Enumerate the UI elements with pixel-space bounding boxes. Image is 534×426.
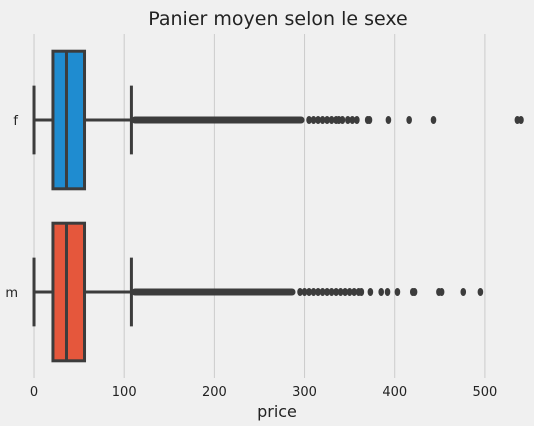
outlier-m-9 bbox=[337, 288, 344, 296]
outlier-f-3 bbox=[319, 116, 326, 124]
y-tick-label-m: m bbox=[5, 286, 18, 301]
x-tick-label-200: 200 bbox=[202, 385, 227, 400]
y-tick-label-f: f bbox=[13, 114, 18, 129]
outlier-m-5 bbox=[319, 288, 326, 296]
box-m bbox=[32, 221, 484, 363]
x-axis-ticks: 0 100 200 300 400 500 bbox=[30, 385, 497, 400]
outlier-f-8 bbox=[339, 116, 346, 124]
outlier-m-7 bbox=[328, 288, 335, 296]
iqr-box-f bbox=[51, 49, 87, 191]
outlier-f-18 bbox=[518, 116, 524, 124]
x-tick-label-100: 100 bbox=[112, 385, 137, 400]
outlier-m-24 bbox=[477, 288, 484, 296]
outlier-f-10 bbox=[349, 116, 356, 124]
outlier-m-6 bbox=[324, 288, 330, 296]
outlier-m-18 bbox=[394, 288, 401, 296]
outlier-f-16 bbox=[430, 116, 437, 124]
outlier-m-16 bbox=[378, 288, 385, 296]
outlier-f-15 bbox=[406, 116, 412, 124]
x-tick-label-300: 300 bbox=[292, 385, 317, 400]
outlier-m-2 bbox=[306, 288, 312, 296]
outlier-m-4 bbox=[315, 288, 321, 296]
outlier-f-5 bbox=[328, 116, 335, 124]
outlier-m-17 bbox=[384, 288, 391, 296]
outlier-f-2 bbox=[315, 116, 321, 124]
outlier-m-23 bbox=[460, 288, 467, 296]
box-series bbox=[32, 49, 524, 363]
outlier-m-11 bbox=[346, 288, 353, 296]
x-tick-label-500: 500 bbox=[472, 385, 497, 400]
outlier-f-13 bbox=[366, 116, 373, 124]
outlier-f-0 bbox=[306, 116, 312, 124]
outlier-m-1 bbox=[301, 288, 308, 296]
outlier-m-15 bbox=[367, 288, 374, 296]
chart-title: Panier moyen selon le sexe bbox=[148, 8, 407, 30]
outlier-cluster-f bbox=[131, 116, 305, 124]
outlier-m-14 bbox=[358, 288, 365, 296]
x-tick-label-0: 0 bbox=[30, 385, 38, 400]
outlier-cluster-m bbox=[131, 288, 296, 296]
outlier-f-14 bbox=[385, 116, 392, 124]
y-axis-ticks: fm bbox=[5, 114, 18, 301]
outlier-m-8 bbox=[333, 288, 339, 296]
outlier-f-4 bbox=[324, 116, 330, 124]
outlier-m-10 bbox=[342, 288, 348, 296]
outlier-m-3 bbox=[310, 288, 317, 296]
outlier-f-11 bbox=[354, 116, 360, 124]
outlier-f-9 bbox=[345, 116, 351, 124]
outlier-m-0 bbox=[297, 288, 303, 296]
outlier-m-22 bbox=[438, 288, 445, 296]
box-f bbox=[32, 49, 524, 191]
x-axis-label: price bbox=[257, 402, 297, 421]
outlier-f-1 bbox=[310, 116, 317, 124]
x-tick-label-400: 400 bbox=[382, 385, 407, 400]
outlier-m-12 bbox=[351, 288, 357, 296]
iqr-box-m bbox=[51, 221, 87, 363]
outlier-m-20 bbox=[411, 288, 418, 296]
